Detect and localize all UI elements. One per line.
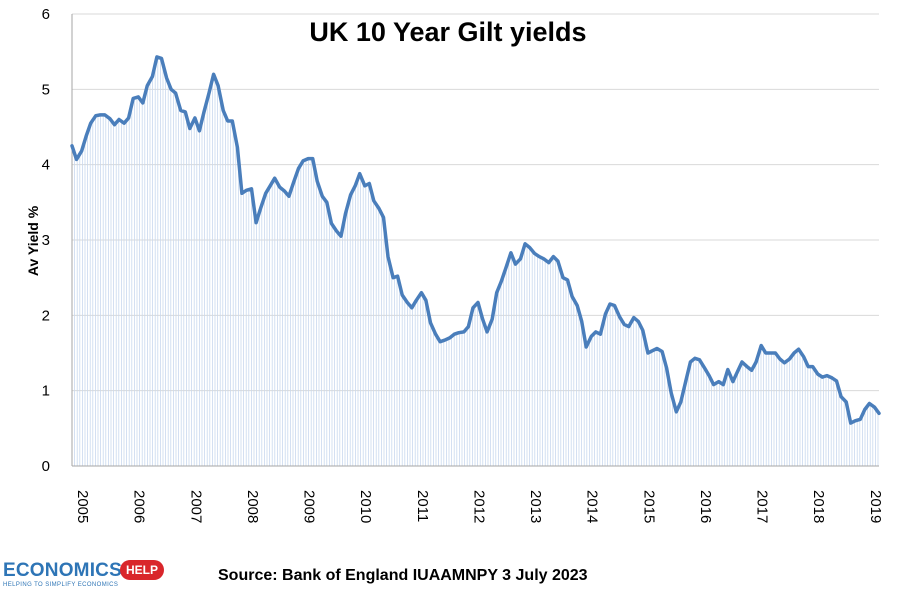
logo-wordmark: ECONOMICS xyxy=(3,560,122,581)
x-tick-2018: 2018 xyxy=(810,490,827,523)
x-tick-2015: 2015 xyxy=(640,490,657,523)
y-tick-1: 1 xyxy=(42,383,50,400)
series-line xyxy=(70,55,881,425)
x-tick-2014: 2014 xyxy=(584,490,601,523)
x-tick-labels: 2005 2006 2007 2008 2009 2010 2011 2012 2013 2014… xyxy=(74,490,884,523)
x-tick-2012: 2012 xyxy=(470,490,487,523)
x-tick-2011: 2011 xyxy=(414,490,431,522)
x-tick-2006: 2006 xyxy=(131,490,148,523)
x-tick-2013: 2013 xyxy=(527,490,544,523)
x-tick-2017: 2017 xyxy=(754,490,771,523)
area-fill xyxy=(71,57,879,466)
y-tick-labels: 0 1 2 3 4 5 6 xyxy=(42,6,50,475)
y-tick-5: 5 xyxy=(42,81,50,98)
x-tick-2008: 2008 xyxy=(244,490,261,523)
x-tick-2009: 2009 xyxy=(301,490,318,523)
chart-title: UK 10 Year Gilt yields xyxy=(309,17,586,47)
source-note: Source: Bank of England IUAAMNPY 3 July … xyxy=(218,567,588,584)
y-axis-label: Av Yield % xyxy=(25,205,41,276)
y-tick-6: 6 xyxy=(42,6,50,23)
y-tick-3: 3 xyxy=(42,232,50,249)
logo-badge: HELP xyxy=(120,560,165,580)
x-tick-2010: 2010 xyxy=(357,490,374,523)
y-tick-0: 0 xyxy=(42,458,50,475)
x-tick-2016: 2016 xyxy=(697,490,714,523)
logo-tagline: HELPING TO SIMPLIFY ECONOMICS xyxy=(3,582,119,588)
axes xyxy=(71,14,879,467)
x-tick-2005: 2005 xyxy=(74,490,91,523)
series-line-path xyxy=(70,55,881,425)
y-tick-2: 2 xyxy=(42,307,50,324)
gridlines xyxy=(72,13,879,392)
x-tick-2007: 2007 xyxy=(187,490,204,523)
x-tick-2019: 2019 xyxy=(867,490,884,523)
y-tick-4: 4 xyxy=(42,157,50,174)
